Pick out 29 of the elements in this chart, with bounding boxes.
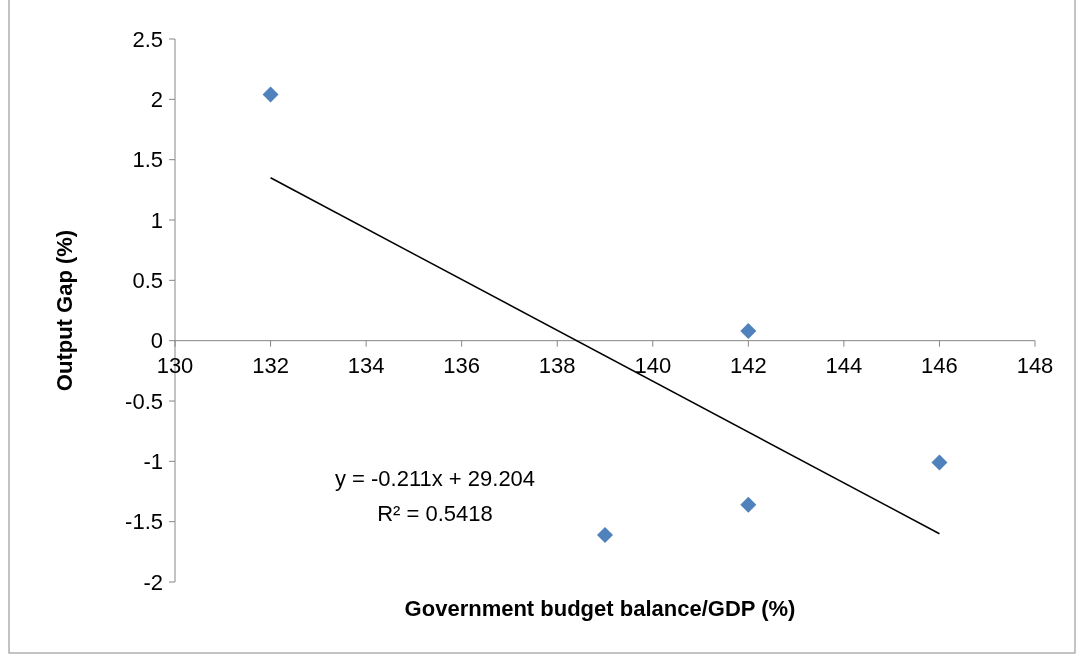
x-tick-label: 148 <box>1016 352 1054 378</box>
y-axis-title: Output Gap (%) <box>52 229 77 392</box>
x-tick-label: 130 <box>156 352 194 378</box>
x-tick-label: 140 <box>634 352 672 378</box>
x-tick-label: 138 <box>538 352 576 378</box>
point <box>931 454 948 471</box>
x-axis-title: Government budget balance/GDP (%) <box>404 596 796 621</box>
annotation: R² = 0.5418 <box>377 501 493 526</box>
point <box>740 496 757 513</box>
y-tick-label: -1 <box>143 449 163 475</box>
x-tick-label: 136 <box>443 352 481 378</box>
y-tick-label: 2.5 <box>132 26 163 52</box>
y-tick-label: -0.5 <box>125 388 163 414</box>
x-tick-label: 134 <box>347 352 385 378</box>
y-tick-label: -1.5 <box>125 509 163 535</box>
y-tick-label: 0 <box>150 328 163 354</box>
x-tick-label: 144 <box>825 352 863 378</box>
annotation: y = -0.211x + 29.204 <box>334 466 536 491</box>
x-tick-label: 146 <box>921 352 958 378</box>
x-tick-label: 142 <box>729 352 767 378</box>
point <box>740 323 757 340</box>
y-tick-label: -2 <box>143 569 163 595</box>
y-tick-label: 1 <box>150 207 163 233</box>
point <box>262 86 279 103</box>
y-tick-label: 2 <box>150 87 163 113</box>
y-tick-label: 1.5 <box>132 147 163 173</box>
point <box>597 526 613 543</box>
y-tick-label: 0.5 <box>132 268 163 294</box>
x-tick-label: 132 <box>252 352 289 378</box>
